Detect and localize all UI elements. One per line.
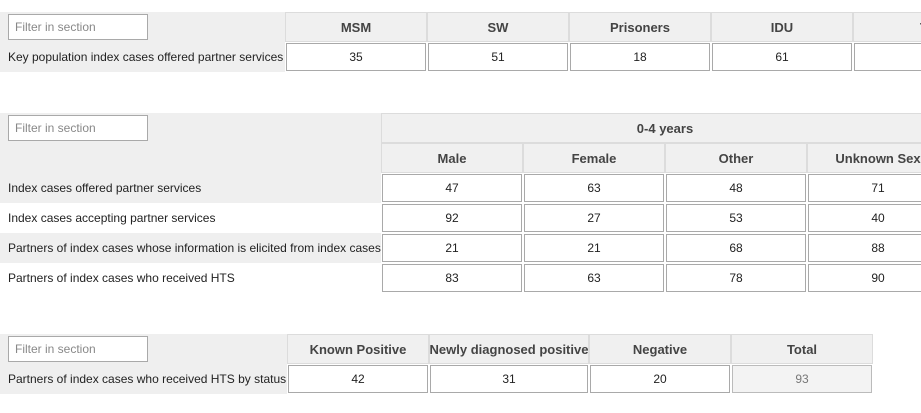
filter-input[interactable]: Filter in section <box>8 115 148 141</box>
column-header: Male <box>381 143 523 173</box>
column-header: Known Positive <box>287 334 429 364</box>
value-input[interactable]: 21 <box>524 234 664 262</box>
value-input[interactable]: 53 <box>666 204 806 232</box>
value-input[interactable]: 6 <box>854 43 921 71</box>
column-header: SW <box>427 12 569 42</box>
column-header: Other <box>665 143 807 173</box>
column-header: Total <box>731 334 873 364</box>
value-input[interactable]: 61 <box>712 43 852 71</box>
row-label: Index cases offered partner services <box>0 173 381 203</box>
value-input[interactable]: 51 <box>428 43 568 71</box>
value-input[interactable]: 47 <box>382 174 522 202</box>
row-label: Index cases accepting partner services <box>8 211 216 225</box>
value-input[interactable]: 40 <box>808 204 921 232</box>
row-label: Partners of index cases who received HTS… <box>0 364 287 394</box>
column-header: Female <box>523 143 665 173</box>
value-input[interactable]: 20 <box>590 365 730 393</box>
column-header: T <box>853 12 921 42</box>
value-input[interactable]: 92 <box>382 204 522 232</box>
column-header: Unknown Sex <box>807 143 921 173</box>
value-input[interactable]: 78 <box>666 264 806 292</box>
filter-input[interactable]: Filter in section <box>8 14 148 40</box>
column-header: MSM <box>285 12 427 42</box>
value-input[interactable]: 21 <box>382 234 522 262</box>
row-label: Key population index cases offered partn… <box>0 42 285 72</box>
value-input[interactable]: 90 <box>808 264 921 292</box>
value-input[interactable]: 83 <box>382 264 522 292</box>
value-input[interactable]: 63 <box>524 264 664 292</box>
value-input[interactable]: 63 <box>524 174 664 202</box>
value-input[interactable]: 88 <box>808 234 921 262</box>
column-header: Prisoners <box>569 12 711 42</box>
total-field: 93 <box>732 365 872 393</box>
value-input[interactable]: 27 <box>524 204 664 232</box>
value-input[interactable]: 48 <box>666 174 806 202</box>
filter-input[interactable]: Filter in section <box>8 336 148 362</box>
column-header: IDU <box>711 12 853 42</box>
row-label: Partners of index cases whose informatio… <box>0 233 381 263</box>
column-header: Newly diagnosed positive <box>429 334 589 364</box>
value-input[interactable]: 71 <box>808 174 921 202</box>
value-input[interactable]: 42 <box>288 365 428 393</box>
column-header: Negative <box>589 334 731 364</box>
value-input[interactable]: 68 <box>666 234 806 262</box>
value-input[interactable]: 18 <box>570 43 710 71</box>
value-input[interactable]: 31 <box>430 365 588 393</box>
value-input[interactable]: 35 <box>286 43 426 71</box>
group-header: 0-4 years <box>381 113 921 143</box>
row-label: Partners of index cases who received HTS <box>8 271 235 285</box>
